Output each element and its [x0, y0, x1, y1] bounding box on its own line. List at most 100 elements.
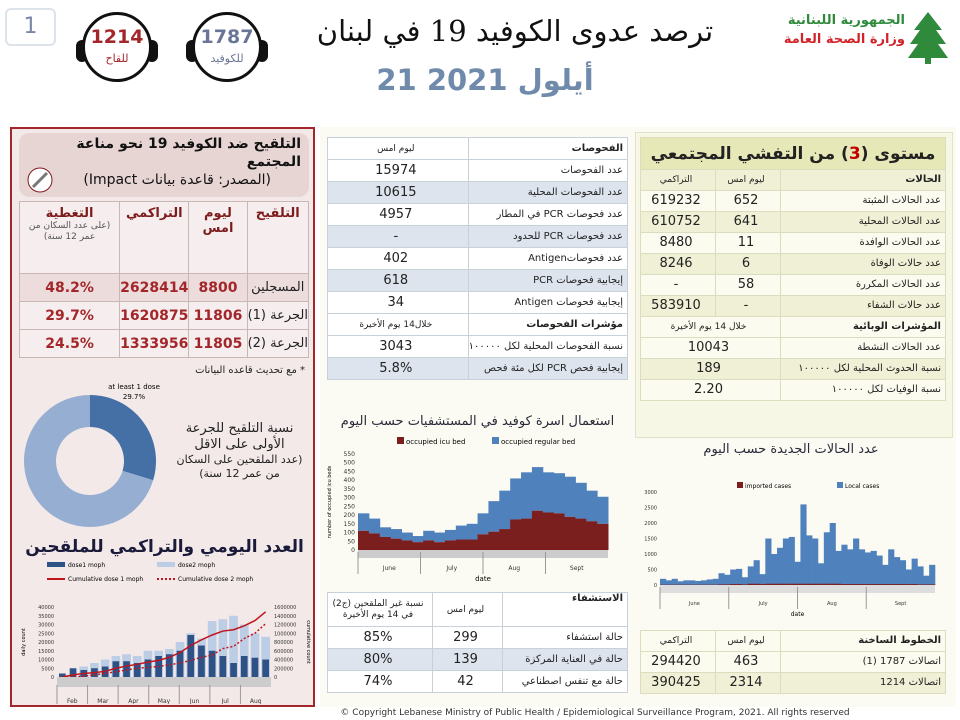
outbreak-level: 3	[848, 143, 861, 164]
local-cases-bar	[923, 575, 930, 585]
epi-indicators-header: المؤشرات الوبائية	[780, 316, 946, 338]
table-row: عدد الحالات المكررة 58-	[640, 274, 946, 296]
row-value: 10043	[640, 337, 781, 359]
vaccination-header: التلقيح ضد الكوفيد 19 نحو مناعة المجتمع …	[19, 133, 309, 197]
legend-label: occupied regular bed	[501, 438, 575, 446]
y-tick-label: 200000	[274, 666, 293, 672]
dose1-bar	[123, 661, 130, 677]
local-cases-bar	[929, 564, 936, 585]
regular-bed-bar	[444, 529, 457, 541]
local-cases-bar	[660, 578, 667, 585]
imported-cases-bar	[817, 583, 825, 585]
icu-bed-bar	[434, 542, 446, 550]
dose2-bar	[207, 621, 217, 677]
daily-value: 11806	[188, 301, 248, 330]
table-row: عدد فحوصاتAntigen 402	[327, 247, 629, 270]
regular-bed-bar	[423, 530, 435, 541]
legend-swatch	[47, 562, 65, 567]
row-label: عدد الحالات النشطة	[780, 337, 946, 359]
col-last-14-days: خلال14 يوم الأخيرة	[327, 313, 469, 336]
row-label: عدد فحوصاتAntigen	[467, 247, 629, 270]
table-row: إيجابية فحص PCR لكل مئة فحص 5.8%	[327, 357, 629, 380]
imported-cases-bar	[777, 583, 784, 585]
local-cases-bar	[800, 504, 807, 585]
local-cases-bar	[870, 550, 877, 585]
local-cases-bar	[788, 536, 795, 585]
local-cases-bar	[736, 568, 743, 585]
local-cases-bar	[759, 574, 766, 585]
regular-bed-bar	[553, 473, 566, 514]
vaccination-chart: dose1 moph dose2 moph Cumulative dose 1 mo…	[21, 562, 311, 704]
imported-cases-bar	[911, 584, 918, 585]
regular-bed-bar	[401, 532, 413, 541]
regular-bed-bar	[499, 490, 511, 530]
coverage-value: 24.5%	[18, 329, 121, 358]
regular-bed-bar	[466, 523, 479, 540]
row-value: 619232	[640, 190, 716, 212]
icu-bed-bar	[455, 539, 468, 550]
row-label: عدد الحالات المحلية	[780, 211, 946, 233]
legend-label: dose1 moph	[68, 562, 105, 569]
local-cases-bar	[794, 561, 801, 585]
regular-bed-bar	[488, 501, 500, 532]
row-value: 10615	[327, 181, 469, 204]
row-value: 189	[640, 358, 781, 380]
row-label: إيجابية فحوصات Antigen	[467, 291, 629, 314]
icu-bed-bar	[379, 536, 392, 550]
imported-cases-bar	[899, 584, 907, 585]
row-label: عدد الحالات المثبتة	[780, 190, 946, 212]
icu-bed-bar	[444, 540, 457, 550]
y-tick-label: 0	[654, 583, 657, 589]
dose1-bar	[251, 657, 259, 677]
y-tick-label: 10000	[38, 658, 54, 664]
row-value: 3043	[327, 335, 469, 358]
row-value: 8246	[640, 253, 716, 275]
regular-bed-bar	[564, 476, 576, 517]
y-tick-label: 150	[344, 521, 356, 528]
dose1-bar	[112, 661, 120, 677]
coverage-value: 29.7%	[18, 301, 121, 330]
table-row: إيجابية فحوصات Antigen 34	[327, 291, 629, 314]
month-label: Feb	[67, 698, 78, 704]
row-value: 8480	[640, 232, 716, 254]
row-label: حالة مع تنفس اصطناعي	[502, 670, 628, 693]
y-tick-label: 1000000	[274, 631, 296, 637]
month-label: Apr	[128, 698, 139, 704]
local-cases-bar	[806, 535, 813, 585]
row-value: 34	[327, 291, 469, 314]
month-label: July	[445, 565, 457, 572]
test-indicators-header: مؤشرات الفحوصات	[467, 313, 629, 336]
local-cases-bar	[765, 538, 772, 585]
cases-chart-title: عدد الحالات الجديدة حسب اليوم	[703, 442, 879, 457]
local-cases-bar	[911, 558, 918, 585]
row-value: 390425	[640, 672, 716, 694]
local-cases-bar	[712, 578, 719, 585]
row-value: 2.20	[640, 379, 781, 401]
title-pre: مستوى	[874, 143, 936, 164]
imported-cases-bar	[858, 584, 866, 585]
imported-cases-bar	[841, 584, 848, 585]
y-tick-label: 25000	[38, 631, 54, 637]
y-tick-label: 3000	[644, 490, 657, 496]
y-tick-label: 1200000	[274, 623, 296, 629]
y-tick-label: 0	[351, 547, 355, 554]
regular-bed-bar	[358, 513, 370, 531]
dose1-bar	[208, 650, 216, 677]
row-label: عدد الفحوصات المحلية	[467, 181, 629, 204]
imported-cases-bar	[800, 583, 807, 585]
coverage-note: (على عدد السكان من عمر 12 سنة)	[28, 221, 111, 242]
month-label: Jul	[221, 698, 230, 704]
hotline-ring	[82, 12, 152, 82]
imported-cases-bar	[823, 583, 830, 585]
local-cases-bar	[829, 523, 836, 585]
local-cases-bar	[665, 580, 673, 585]
row-value: 402	[327, 247, 469, 270]
y-tick-label: 500	[647, 568, 657, 574]
row-label: الجرعة (1)	[246, 301, 310, 330]
legend-swatch	[837, 482, 843, 488]
col-yesterday: ليوم امس	[432, 592, 503, 627]
regular-bed-bar	[597, 496, 609, 524]
local-cases-bar	[876, 555, 883, 585]
local-cases-bar	[700, 580, 708, 585]
row-label: حالة استشفاء	[502, 626, 628, 649]
